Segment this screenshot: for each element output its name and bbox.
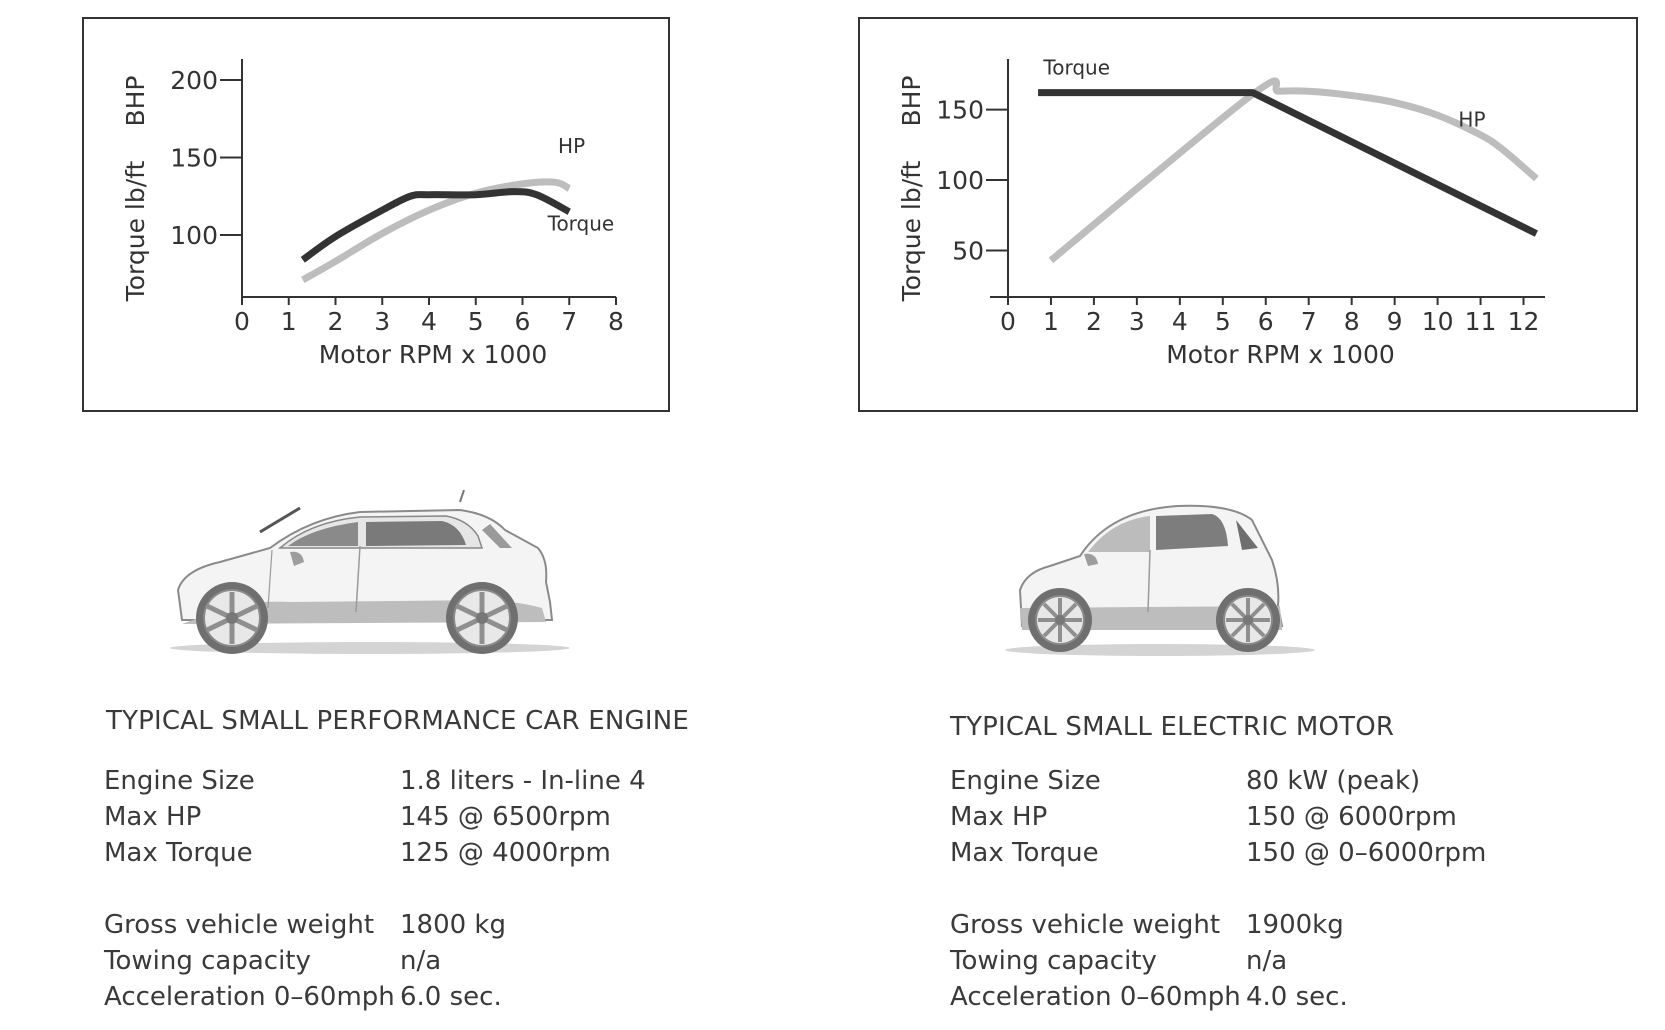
y-axis-label-torque: Torque lb/ft <box>897 161 926 303</box>
spec-value: n/a <box>400 946 442 976</box>
x-tick-label: 1 <box>1043 307 1059 336</box>
spec-label: Gross vehicle weight <box>104 910 375 940</box>
spec-value: n/a <box>1246 946 1288 976</box>
x-tick-label: 0 <box>234 307 250 336</box>
spec-label: Acceleration 0–60mph <box>950 982 1241 1012</box>
x-tick-label: 7 <box>1301 307 1317 336</box>
x-tick-label: 6 <box>515 307 531 336</box>
spec-label: Gross vehicle weight <box>950 910 1221 940</box>
x-tick-label: 8 <box>608 307 624 336</box>
series-annotation: Torque <box>1042 55 1110 79</box>
y-tick-label: 150 <box>936 96 984 125</box>
spec-value: 125 @ 4000rpm <box>400 838 611 868</box>
x-axis-label: Motor RPM x 1000 <box>319 340 548 369</box>
series-annotation: HP <box>1458 108 1485 132</box>
series-line-torque <box>1038 89 1538 237</box>
x-tick-label: 11 <box>1465 307 1497 336</box>
spec-label: Towing capacity <box>104 946 311 976</box>
y-axis-label-torque: Torque lb/ft <box>121 161 150 303</box>
spec-value: 145 @ 6500rpm <box>400 802 611 832</box>
x-tick-label: 2 <box>1086 307 1102 336</box>
spec-label: Towing capacity <box>950 946 1157 976</box>
x-tick-label: 3 <box>374 307 390 336</box>
spec-label: Max HP <box>104 802 202 832</box>
x-tick-label: 1 <box>281 307 297 336</box>
x-tick-label: 9 <box>1387 307 1403 336</box>
x-tick-label: 5 <box>1215 307 1231 336</box>
x-tick-label: 3 <box>1129 307 1145 336</box>
x-tick-label: 4 <box>1172 307 1188 336</box>
spec-label: Acceleration 0–60mph <box>104 982 395 1012</box>
y-tick-label: 150 <box>170 144 218 173</box>
x-tick-label: 8 <box>1344 307 1360 336</box>
spec-value: 1.8 liters - In-line 4 <box>400 766 646 796</box>
spec-value: 4.0 sec. <box>1246 982 1348 1012</box>
x-tick-label: 12 <box>1508 307 1540 336</box>
spec-value: 150 @ 0–6000rpm <box>1246 838 1487 868</box>
y-tick-label: 100 <box>170 221 218 250</box>
series-line-torque <box>300 188 571 263</box>
x-tick-label: 0 <box>1000 307 1016 336</box>
y-axis-label-bhp: BHP <box>897 75 926 126</box>
spec-label: Max Torque <box>950 838 1099 868</box>
performance-engine-chart: 0 1 2 3 4 5 6 7 8 100 150 200 Motor RPM x 1000 BHP Tor… <box>82 17 670 412</box>
x-tick-label: 6 <box>1258 307 1274 336</box>
x-tick-label: 10 <box>1422 307 1454 336</box>
spec-value: 1800 kg <box>400 910 506 940</box>
spec-value: 150 @ 6000rpm <box>1246 802 1457 832</box>
x-tick-label: 5 <box>468 307 484 336</box>
x-tick-label: 7 <box>561 307 577 336</box>
spec-label: Engine Size <box>104 766 255 796</box>
x-axis-label: Motor RPM x 1000 <box>1166 340 1395 369</box>
series-annotation: Torque <box>547 211 615 235</box>
y-axis-label-bhp: BHP <box>121 75 150 126</box>
electric-motor-title: TYPICAL SMALL ELECTRIC MOTOR <box>950 712 1395 742</box>
y-tick-label: 50 <box>952 237 984 266</box>
x-tick-label: 4 <box>421 307 437 336</box>
series-line-hp <box>301 178 571 283</box>
spec-value: 1900kg <box>1246 910 1344 940</box>
performance-engine-chart-svg: 0 1 2 3 4 5 6 7 8 100 150 200 Motor RPM x 1000 BHP Tor… <box>121 59 624 369</box>
y-tick-label: 200 <box>170 66 218 95</box>
y-tick-label: 100 <box>936 166 984 195</box>
series-line-hp <box>1048 77 1539 264</box>
spec-label: Max HP <box>950 802 1048 832</box>
spec-value: 6.0 sec. <box>400 982 502 1012</box>
electric-motor-chart: 0 1 2 3 4 5 6 7 8 9 10 11 12 50 100 150 Motor RPM x 1000… <box>858 17 1638 412</box>
series-annotation: HP <box>558 134 585 158</box>
spec-value: 80 kW (peak) <box>1246 766 1421 796</box>
performance-car-illustration <box>170 490 570 654</box>
spec-label: Engine Size <box>950 766 1101 796</box>
x-tick-label: 2 <box>328 307 344 336</box>
performance-engine-title: TYPICAL SMALL PERFORMANCE CAR ENGINE <box>106 706 689 736</box>
spec-label: Max Torque <box>104 838 253 868</box>
electric-car-illustration <box>1005 504 1315 656</box>
